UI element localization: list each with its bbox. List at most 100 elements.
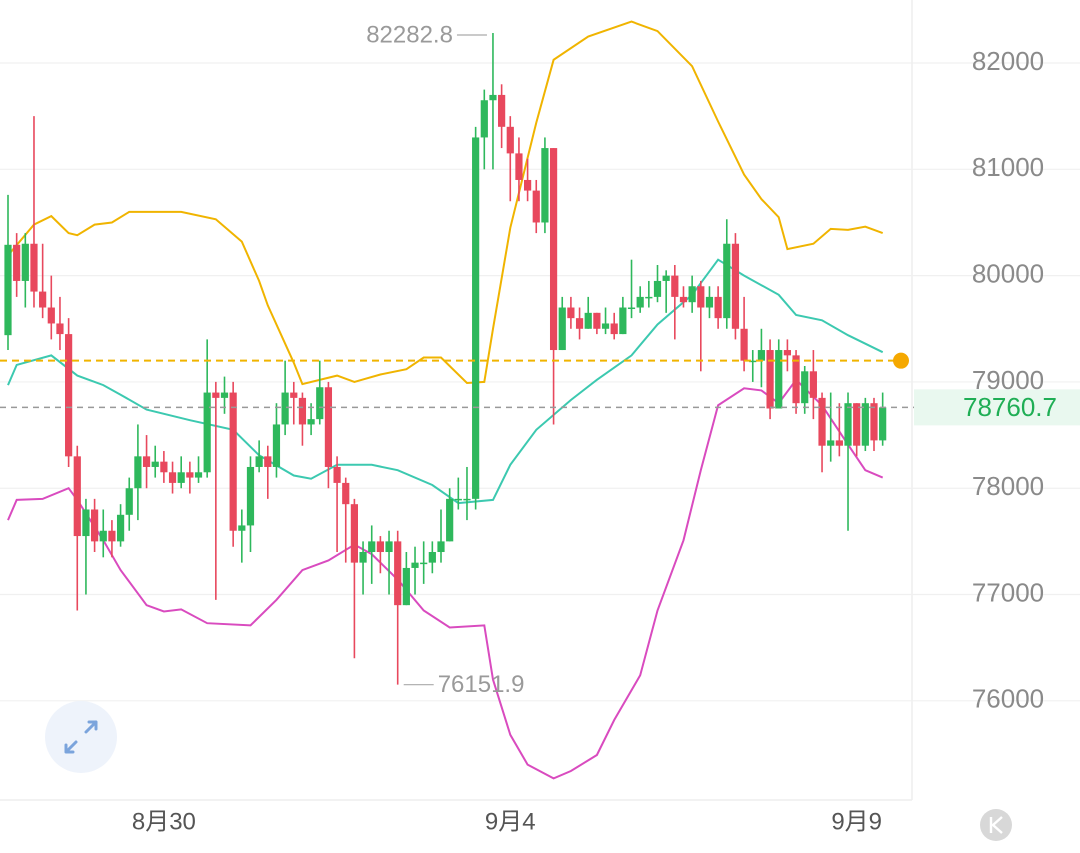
candle-body — [21, 243, 29, 281]
candle-body — [125, 488, 133, 515]
candle-body — [134, 456, 142, 489]
price-label: 78760.7 — [963, 392, 1057, 422]
kline-button[interactable] — [980, 809, 1012, 841]
grid — [0, 62, 1080, 702]
reference-dot — [893, 352, 909, 369]
candle-body — [515, 153, 523, 180]
candle-body — [601, 323, 610, 329]
candle-body — [723, 243, 731, 319]
y-tick-label: 78000 — [972, 471, 1044, 501]
y-tick-label: 82000 — [972, 46, 1044, 76]
candle-body — [645, 296, 653, 299]
candle-body — [792, 355, 800, 404]
candle-body — [662, 275, 670, 281]
bollinger-band — [7, 258, 884, 505]
candle-body — [619, 307, 627, 335]
y-tick-label: 80000 — [972, 259, 1044, 289]
candle-body — [30, 243, 38, 292]
candle-body — [203, 392, 211, 473]
candle-body — [498, 94, 506, 127]
candle-body — [420, 562, 428, 565]
candle-body — [264, 456, 272, 467]
candle-body — [437, 541, 445, 553]
candle-body — [532, 190, 540, 223]
candle-body — [298, 397, 307, 425]
candle-body — [255, 456, 263, 467]
candle-body — [82, 509, 90, 537]
min-label: 76151.9 — [438, 671, 525, 698]
expand-button[interactable] — [45, 701, 117, 773]
candle-body — [333, 466, 341, 483]
candle-body — [446, 498, 454, 542]
candle-body — [212, 392, 220, 398]
candle-body — [714, 296, 722, 319]
y-tick-label: 76000 — [972, 684, 1044, 714]
candle-body — [4, 244, 12, 336]
candle-body — [428, 552, 436, 563]
bollinger-band — [7, 378, 884, 780]
candle-body — [653, 280, 662, 297]
candle-body — [679, 296, 688, 303]
candle-body — [472, 137, 480, 499]
candle-body — [870, 403, 878, 441]
candle-body — [316, 387, 324, 420]
candle-body — [558, 307, 566, 351]
candle-body — [238, 525, 246, 531]
candle-body — [593, 312, 601, 329]
candle-body — [359, 552, 367, 563]
y-tick-label: 81000 — [972, 152, 1044, 182]
candle-body — [168, 472, 177, 483]
candle-body — [454, 498, 462, 501]
candle-body — [549, 148, 558, 351]
candle-body — [281, 392, 289, 425]
x-tick-label: 9月4 — [485, 808, 536, 835]
candle-body — [775, 350, 783, 409]
candle-body — [47, 307, 55, 324]
candle-body — [489, 94, 497, 101]
candle-body — [56, 323, 64, 335]
kline-circle[interactable] — [980, 809, 1012, 841]
candle-body — [402, 567, 410, 606]
candle-body — [368, 541, 376, 553]
candle-body — [411, 562, 419, 568]
candle-body — [524, 179, 532, 191]
candle-body — [116, 514, 125, 542]
candle-body — [740, 328, 748, 361]
expand-circle[interactable] — [45, 701, 117, 773]
candle-body — [705, 296, 714, 308]
x-tick-label: 8月30 — [132, 808, 196, 835]
candle-body — [13, 244, 21, 281]
candle-body — [350, 504, 358, 563]
x-tick-label: 9月9 — [831, 808, 882, 835]
candle-body — [697, 286, 705, 308]
candle-body — [272, 424, 281, 467]
candle-body — [688, 286, 696, 303]
candle-body — [186, 472, 194, 478]
candle-body — [584, 312, 592, 329]
candle-body — [324, 387, 333, 467]
candle-body — [73, 456, 81, 537]
candle-body — [342, 482, 350, 505]
y-tick-label: 77000 — [972, 577, 1044, 607]
candle-body — [818, 397, 826, 446]
candle-body — [575, 318, 584, 329]
price-label-box — [914, 389, 1080, 426]
candle-body — [151, 461, 159, 467]
candle-body — [142, 456, 151, 467]
candle-body — [861, 403, 869, 446]
candle-body — [385, 541, 393, 553]
candle-body — [757, 350, 766, 361]
candle-body — [480, 100, 488, 138]
candle-body — [541, 148, 549, 223]
candle-body — [506, 126, 514, 154]
bollinger-band — [7, 20, 884, 386]
candle-body — [246, 466, 255, 526]
candle-body — [879, 407, 887, 441]
candle-body — [307, 419, 315, 425]
candle-body — [627, 307, 636, 310]
candle-body — [160, 461, 168, 473]
candle-body — [783, 350, 791, 356]
bands — [7, 20, 884, 780]
